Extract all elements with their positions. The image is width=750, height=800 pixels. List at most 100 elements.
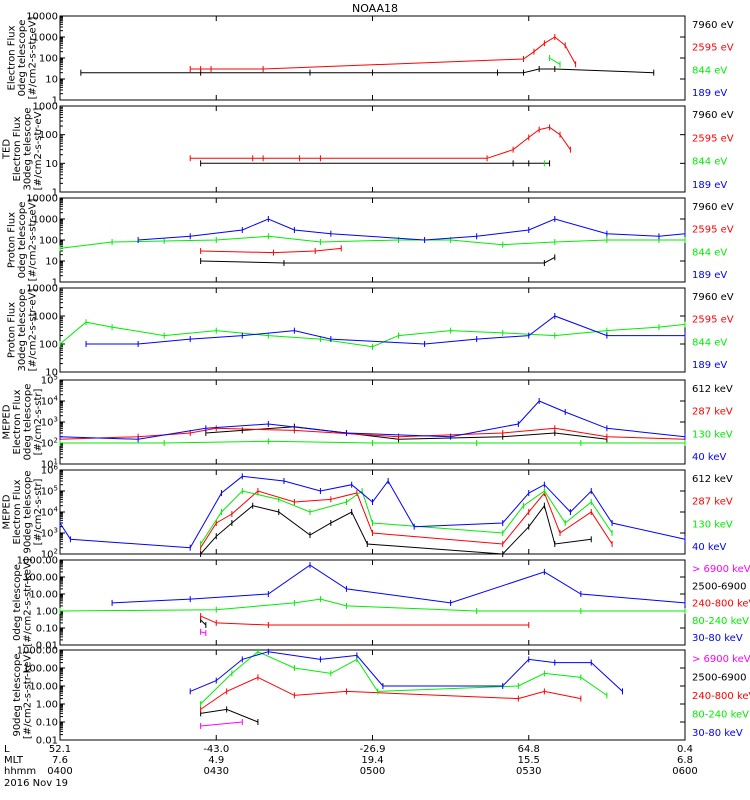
y-tick-label: 0.10 [36,624,58,635]
series-line [80,68,654,74]
x-tick-label: 0600 [672,766,697,777]
legend-entry: 7960 eV [692,202,734,213]
series-line [200,631,206,634]
legend-entry: 2595 eV [692,225,734,236]
y-tick-label: 10000 [26,12,58,23]
y-tick-label: 10 [45,159,58,170]
y-axis-label: 0deg telescope[#/cm2-s-str-keV] [12,558,34,646]
series-line [200,615,529,626]
series-line [86,315,685,345]
y-tick-label: 10.00 [29,682,58,693]
panel-frame [59,559,686,646]
legend-entry: 612 keV [692,384,733,395]
y-tick-label: 103 [41,527,58,540]
y-tick-label: 1.00 [36,700,58,711]
legend-entry: 7960 eV [692,110,734,121]
chart-title: NOAA18 [352,2,398,15]
legend-entry: > 6900 keV [692,564,750,575]
y-tick-label: 104 [41,395,59,408]
x-tick-label: -43.0 [203,744,229,755]
legend-entry: 287 keV [692,497,733,508]
series-line [205,426,607,440]
series-line [59,400,686,440]
y-axis-label: TEDElectron Flux30deg telescope[#/cm2-s-… [1,107,44,190]
y-tick-label: 100 [39,54,58,65]
legend-entry: > 6900 keV [692,654,750,665]
x-tick-label: 7.6 [52,755,68,766]
series-line [59,235,685,249]
legend-entry: 2500-6900 [692,581,747,592]
y-tick-label: 103 [41,416,58,429]
y-tick-label: 102 [41,548,58,561]
x-tick-label: 0500 [360,766,385,777]
series-line [200,676,581,710]
series-line [190,36,577,70]
legend-entry: 7960 eV [692,20,734,31]
panel-2: 1000 100 10 1 TEDElectron Flux30deg telescop… [1,102,734,199]
legend-entry: 240-800 keV [692,599,750,610]
legend-entry: 2595 eV [692,43,734,54]
y-tick-label: 0.01 [36,641,58,652]
legend-entry: 612 keV [692,474,733,485]
x-axis-row-label: L [4,744,10,755]
series-line [200,256,556,264]
panel-frame [59,15,686,101]
legend-entry: 2595 eV [692,133,734,144]
y-tick-label: 1000 [33,33,58,44]
y-axis-label: MEPEDElectron Flux0deg telescope[#/cm2-s… [1,384,44,461]
y-tick-label: 1000.00 [17,646,58,657]
y-tick-label: 10.00 [29,590,58,601]
legend-entry: 240-800 keV [692,691,750,702]
y-axis-label: MEPEDElectron Flux90deg telescope[#/cm2-… [1,470,44,553]
y-tick-label: 10 [45,368,58,379]
series-line [190,126,571,159]
panel-1: 10000 1000 100 10 1 Electron Flux0deg telesco… [7,12,734,107]
y-tick-label: 1.00 [36,607,58,618]
legend-entry: 80-240 keV [692,710,749,721]
legend-entry: 844 eV [692,65,727,76]
panel-frame [59,105,686,193]
x-tick-label: 0430 [204,766,229,777]
legend-entry: 40 keV [692,452,726,463]
y-tick-label: 1000 [33,102,58,113]
y-axis-label: Proton Flux30deg telescope[#/cm2-s-str-e… [7,288,39,371]
legend-entry: 189 eV [692,360,727,371]
series-line [549,57,561,65]
y-tick-label: 105 [41,374,58,387]
legend-entry: 844 eV [692,247,727,258]
y-tick-label: 101 [41,458,58,471]
legend-entry: 7960 eV [692,292,734,303]
y-tick-label: 0.10 [36,718,58,729]
y-tick-label: 1 [52,278,58,289]
y-tick-label: 1000 [33,215,58,226]
legend-entry: 30-80 keV [692,728,743,739]
series-line [200,490,613,545]
y-tick-label: 0.01 [36,736,58,747]
legend-entry: 189 eV [692,88,727,99]
date-label: 2016 Nov 19 [4,778,68,789]
y-tick-label: 100.00 [23,573,58,584]
x-tick-label: 0530 [516,766,541,777]
series-line [200,619,207,626]
y-tick-label: 104 [41,506,59,519]
y-tick-label: 1 [52,96,58,107]
y-axis-label: Electron Flux0deg telescope[#/cm2-s-str-… [7,17,39,100]
series-line [200,651,608,705]
y-tick-label: 10000 [26,194,58,205]
legend-entry: 2595 eV [692,315,734,326]
y-tick-label: 1000.00 [17,556,58,567]
legend-entry: 287 keV [692,407,733,418]
y-tick-label: 10 [45,75,58,86]
y-tick-label: 100 [39,340,58,351]
series-line [59,475,686,549]
series-line [200,708,259,723]
y-tick-label: 10000 [26,284,58,295]
x-axis-row-label: hhmm [4,766,36,777]
series-line [138,218,686,241]
series-line [190,651,623,692]
series-line [200,490,613,548]
y-axis-label: 90deg telescope[#/cm2-s-str-keV] [12,651,34,739]
x-tick-label: 15.5 [518,755,540,766]
